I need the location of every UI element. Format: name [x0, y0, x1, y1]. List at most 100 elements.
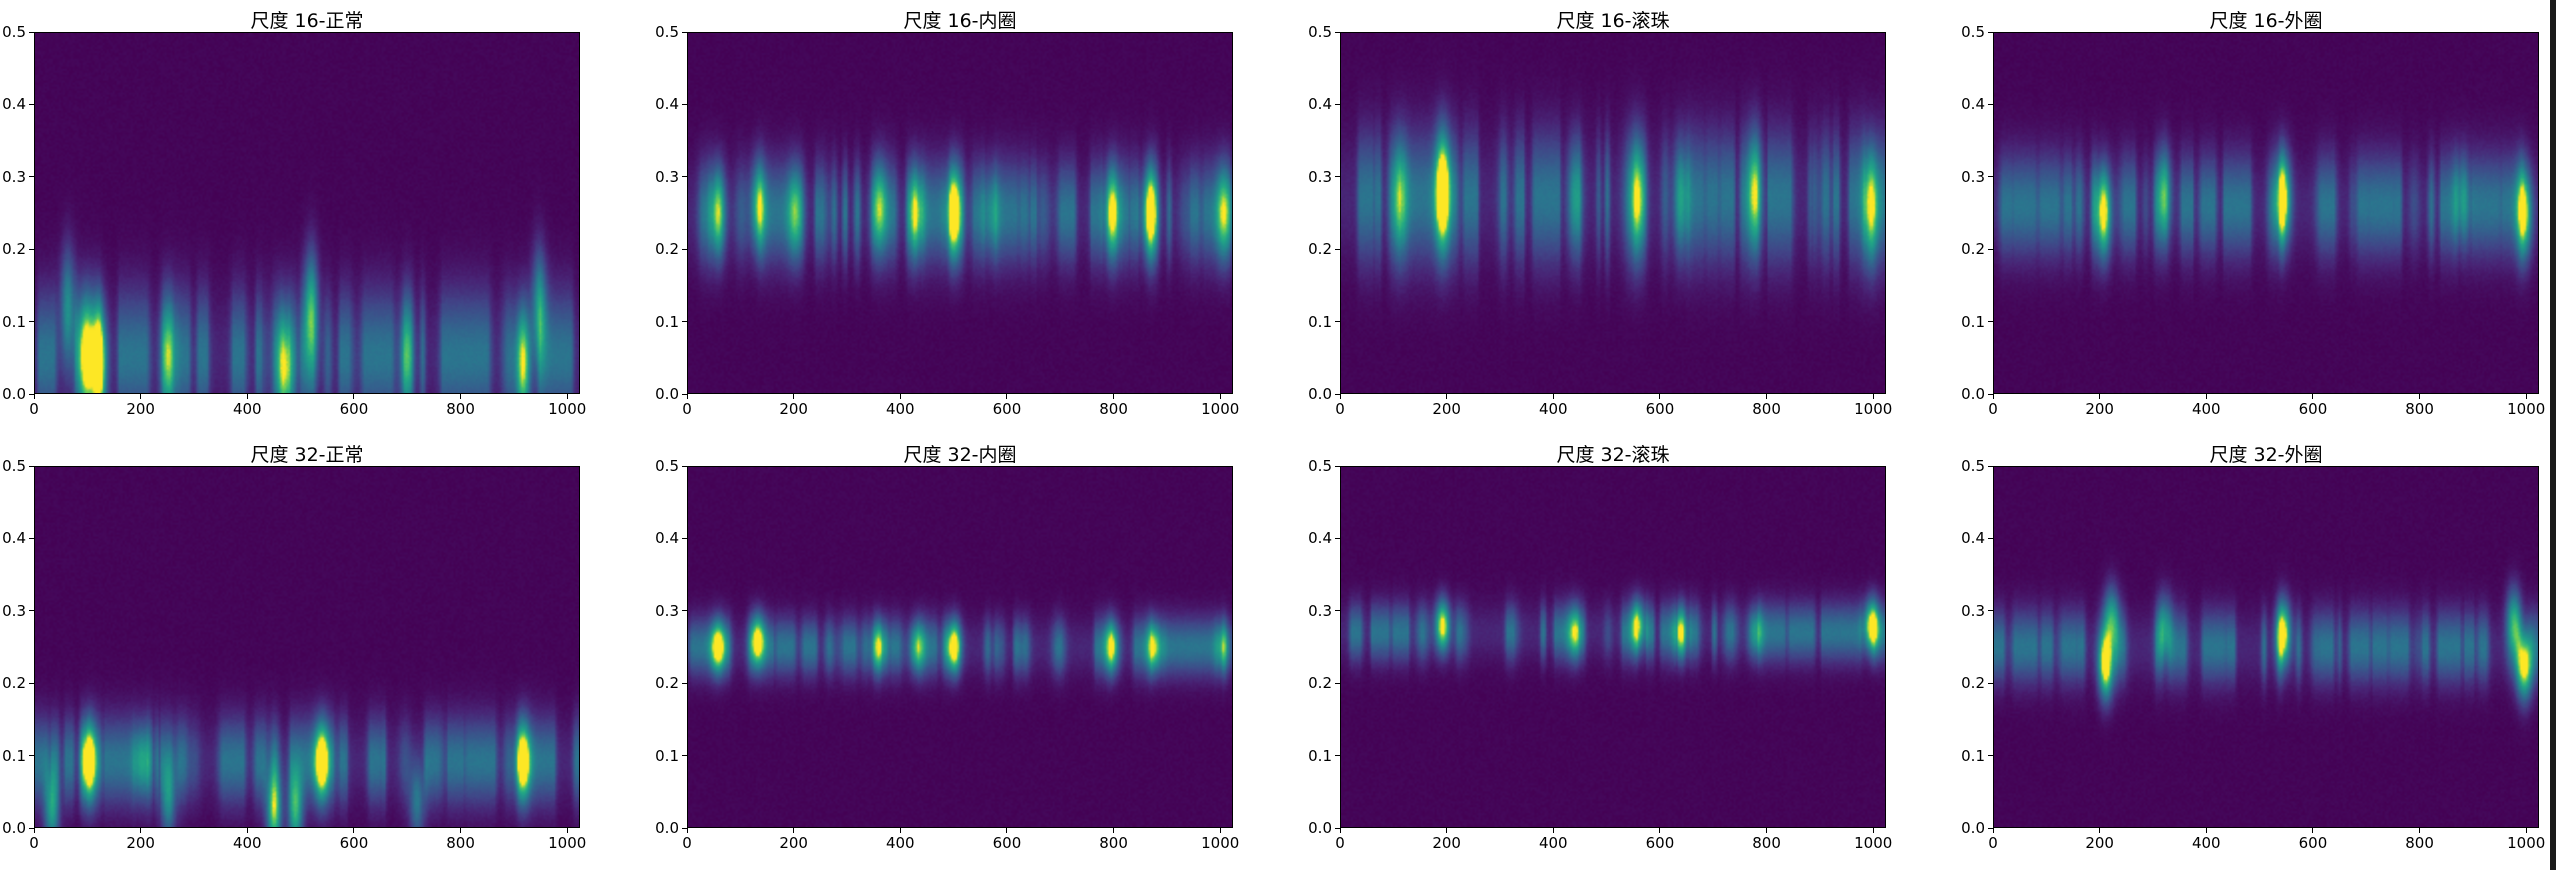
x-tick-mark [1552, 828, 1554, 833]
x-tick-mark [1219, 394, 1221, 399]
x-tick-mark [686, 394, 688, 399]
x-tick-mark [1446, 394, 1448, 399]
x-tick-mark [2099, 828, 2101, 833]
x-tick-mark [566, 394, 568, 399]
x-tick-label: 0 [29, 834, 39, 852]
y-tick-label: 0.4 [1308, 95, 1332, 114]
y-tick-label: 0.4 [1308, 529, 1332, 548]
y-tick-label: 0.3 [655, 601, 679, 620]
y-tick-label: 0.0 [1961, 819, 1985, 837]
x-tick-label: 600 [992, 400, 1022, 418]
x-tick-mark [899, 394, 901, 399]
x-tick-label: 800 [1099, 834, 1128, 852]
x-tick-mark [1659, 828, 1661, 833]
subplot-title: 尺度 16-内圈 [903, 10, 1017, 32]
x-tick-label: 800 [446, 400, 475, 418]
x-tick-mark [2099, 394, 2101, 399]
y-tick-label: 0.5 [1961, 457, 1985, 475]
y-tick-label: 0.1 [1961, 746, 1985, 765]
x-tick-mark [2312, 394, 2314, 399]
y-tick-label: 0.2 [1961, 674, 1985, 693]
y-tick-label: 0.3 [1961, 167, 1985, 186]
y-tick-mark [1988, 827, 1993, 829]
y-tick-mark [682, 827, 687, 829]
y-tick-mark [29, 465, 34, 467]
y-tick-mark [1335, 465, 1340, 467]
heatmap-plot-area [1340, 466, 1886, 828]
heatmap-plot-area [687, 32, 1233, 394]
x-tick-label: 600 [1645, 400, 1675, 418]
subplot-title: 尺度 16-滚珠 [1556, 10, 1670, 32]
y-tick-label: 0.1 [1961, 312, 1985, 331]
subplot-title: 尺度 16-外圈 [2209, 10, 2323, 32]
x-tick-label: 1000 [548, 400, 587, 418]
x-tick-mark [140, 394, 142, 399]
y-tick-label: 0.4 [2, 95, 26, 114]
y-tick-mark [682, 321, 687, 323]
y-tick-label: 0.1 [2, 746, 26, 765]
y-tick-label: 0.2 [1308, 240, 1332, 259]
heatmap-image [35, 33, 579, 393]
y-tick-label: 0.1 [655, 312, 679, 331]
y-tick-label: 0.4 [1961, 95, 1985, 114]
y-tick-mark [1988, 321, 1993, 323]
y-tick-mark [1988, 610, 1993, 612]
y-tick-label: 0.2 [2, 240, 26, 259]
x-tick-label: 1000 [2507, 834, 2546, 852]
x-tick-mark [140, 828, 142, 833]
x-tick-mark [246, 394, 248, 399]
x-tick-mark [2419, 828, 2421, 833]
x-tick-label: 0 [1335, 834, 1345, 852]
x-tick-label: 200 [126, 834, 155, 852]
x-tick-label: 600 [339, 834, 369, 852]
x-tick-mark [1992, 828, 1994, 833]
x-tick-label: 0 [1988, 400, 1998, 418]
x-tick-label: 1000 [1854, 834, 1893, 852]
x-tick-label: 600 [2298, 834, 2328, 852]
y-tick-mark [1335, 755, 1340, 757]
x-tick-mark [899, 828, 901, 833]
x-tick-mark [1113, 828, 1115, 833]
y-tick-label: 0.3 [2, 601, 26, 620]
x-tick-mark [2205, 828, 2207, 833]
y-tick-mark [1988, 176, 1993, 178]
y-tick-mark [29, 248, 34, 250]
heatmap-plot-area [34, 32, 580, 394]
heatmap-image [1341, 33, 1885, 393]
window-scrollbar[interactable] [2550, 0, 2556, 870]
y-tick-label: 0.3 [1961, 601, 1985, 620]
heatmap-image [1994, 467, 2538, 827]
y-tick-mark [29, 682, 34, 684]
subplot-title: 尺度 32-正常 [250, 444, 364, 466]
x-tick-label: 600 [2298, 400, 2328, 418]
y-tick-mark [1988, 248, 1993, 250]
y-tick-label: 0.2 [655, 240, 679, 259]
heatmap-plot-area [34, 466, 580, 828]
x-tick-mark [1339, 394, 1341, 399]
x-tick-label: 800 [2405, 834, 2434, 852]
y-tick-label: 0.0 [1961, 385, 1985, 403]
y-tick-mark [1335, 321, 1340, 323]
y-tick-mark [682, 610, 687, 612]
y-tick-label: 0.3 [1308, 601, 1332, 620]
x-tick-mark [1339, 828, 1341, 833]
y-tick-label: 0.4 [655, 95, 679, 114]
subplot-title: 尺度 16-正常 [250, 10, 364, 32]
x-tick-mark [2312, 828, 2314, 833]
y-tick-mark [1988, 682, 1993, 684]
y-tick-mark [1988, 755, 1993, 757]
y-tick-mark [682, 393, 687, 395]
x-tick-label: 400 [885, 400, 915, 418]
x-tick-label: 1000 [2507, 400, 2546, 418]
x-tick-label: 800 [446, 834, 475, 852]
y-tick-mark [1335, 610, 1340, 612]
x-tick-label: 600 [1645, 834, 1675, 852]
x-tick-label: 1000 [1854, 400, 1893, 418]
x-tick-label: 800 [1752, 400, 1781, 418]
heatmap-image [1994, 33, 2538, 393]
y-tick-mark [1335, 393, 1340, 395]
x-tick-label: 200 [2085, 834, 2114, 852]
y-tick-mark [682, 537, 687, 539]
y-tick-label: 0.5 [1308, 457, 1332, 475]
